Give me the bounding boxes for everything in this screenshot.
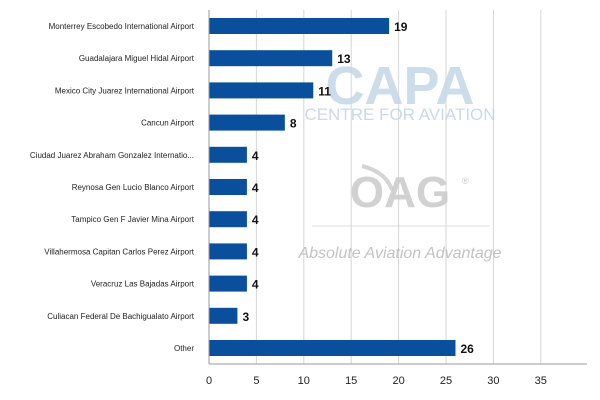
oag-logo-text: OAG bbox=[350, 168, 450, 217]
oag-tagline-text: Absolute Aviation Advantage bbox=[297, 245, 501, 262]
category-label-10: Other bbox=[174, 344, 194, 353]
category-label-2: Mexico City Juarez International Airport bbox=[55, 86, 195, 95]
bars bbox=[209, 18, 456, 356]
data-label-5: 4 bbox=[252, 181, 259, 195]
x-tick-label-4: 20 bbox=[392, 375, 404, 387]
category-label-5: Reynosa Gen Lucio Blanco Airport bbox=[72, 183, 195, 192]
oag-registered-mark: ® bbox=[462, 176, 469, 186]
x-tick-label-5: 25 bbox=[440, 375, 452, 387]
category-label-7: Villahermosa Capitan Carlos Perez Airpor… bbox=[44, 247, 194, 256]
x-tick-label-2: 10 bbox=[298, 375, 310, 387]
data-label-6: 4 bbox=[252, 213, 259, 227]
bar-3 bbox=[209, 114, 285, 131]
data-label-4: 4 bbox=[252, 149, 259, 163]
capa-watermark: CAPA CENTRE FOR AVIATION bbox=[304, 56, 495, 124]
bar-7 bbox=[209, 243, 247, 260]
x-tick-label-3: 15 bbox=[345, 375, 357, 387]
bar-1 bbox=[209, 50, 333, 67]
category-label-6: Tampico Gen F Javier Mina Airport bbox=[71, 215, 194, 224]
category-labels: Monterrey Escobedo International Airport… bbox=[30, 22, 195, 353]
oag-watermark: OAG ® Absolute Aviation Advantage bbox=[297, 164, 502, 262]
category-label-0: Monterrey Escobedo International Airport bbox=[49, 22, 195, 31]
bar-4 bbox=[209, 146, 247, 163]
category-label-8: Veracruz Las Bajadas Airport bbox=[91, 280, 195, 289]
data-labels: 19 13 11 8 4 4 4 4 4 3 26 bbox=[242, 20, 474, 356]
bar-9 bbox=[209, 307, 238, 324]
bar-8 bbox=[209, 275, 247, 292]
data-label-9: 3 bbox=[242, 310, 249, 324]
bar-0 bbox=[209, 18, 390, 34]
oag-swoosh-icon bbox=[361, 164, 394, 191]
category-label-3: Cancun Airport bbox=[141, 119, 195, 128]
x-tick-label-1: 5 bbox=[253, 375, 259, 387]
category-label-4: Ciudad Juarez Abraham Gonzalez Internati… bbox=[30, 151, 194, 160]
data-label-1: 13 bbox=[337, 52, 351, 66]
gridlines bbox=[255, 10, 542, 364]
data-label-0: 19 bbox=[394, 20, 408, 34]
data-label-8: 4 bbox=[252, 278, 259, 292]
data-label-10: 26 bbox=[460, 342, 474, 356]
bar-2 bbox=[209, 82, 314, 99]
bar-6 bbox=[209, 211, 247, 228]
capa-logo-text: CAPA bbox=[325, 56, 474, 116]
x-tick-label-0: 0 bbox=[206, 375, 212, 387]
capa-subtitle-text: CENTRE FOR AVIATION bbox=[304, 105, 495, 124]
x-tick-label-6: 30 bbox=[487, 375, 499, 387]
x-tick-label-7: 35 bbox=[535, 375, 547, 387]
category-label-9: Culiacan Federal De Bachigualato Airport bbox=[47, 312, 195, 321]
data-label-3: 8 bbox=[290, 117, 297, 131]
x-axis: 0 5 10 15 20 25 30 35 bbox=[206, 10, 587, 387]
category-label-1: Guadalajara Miguel Hidal Airport bbox=[79, 54, 195, 63]
bar-10 bbox=[209, 340, 456, 356]
bar-5 bbox=[209, 179, 247, 195]
data-label-7: 4 bbox=[252, 245, 259, 259]
data-label-2: 11 bbox=[318, 84, 331, 98]
